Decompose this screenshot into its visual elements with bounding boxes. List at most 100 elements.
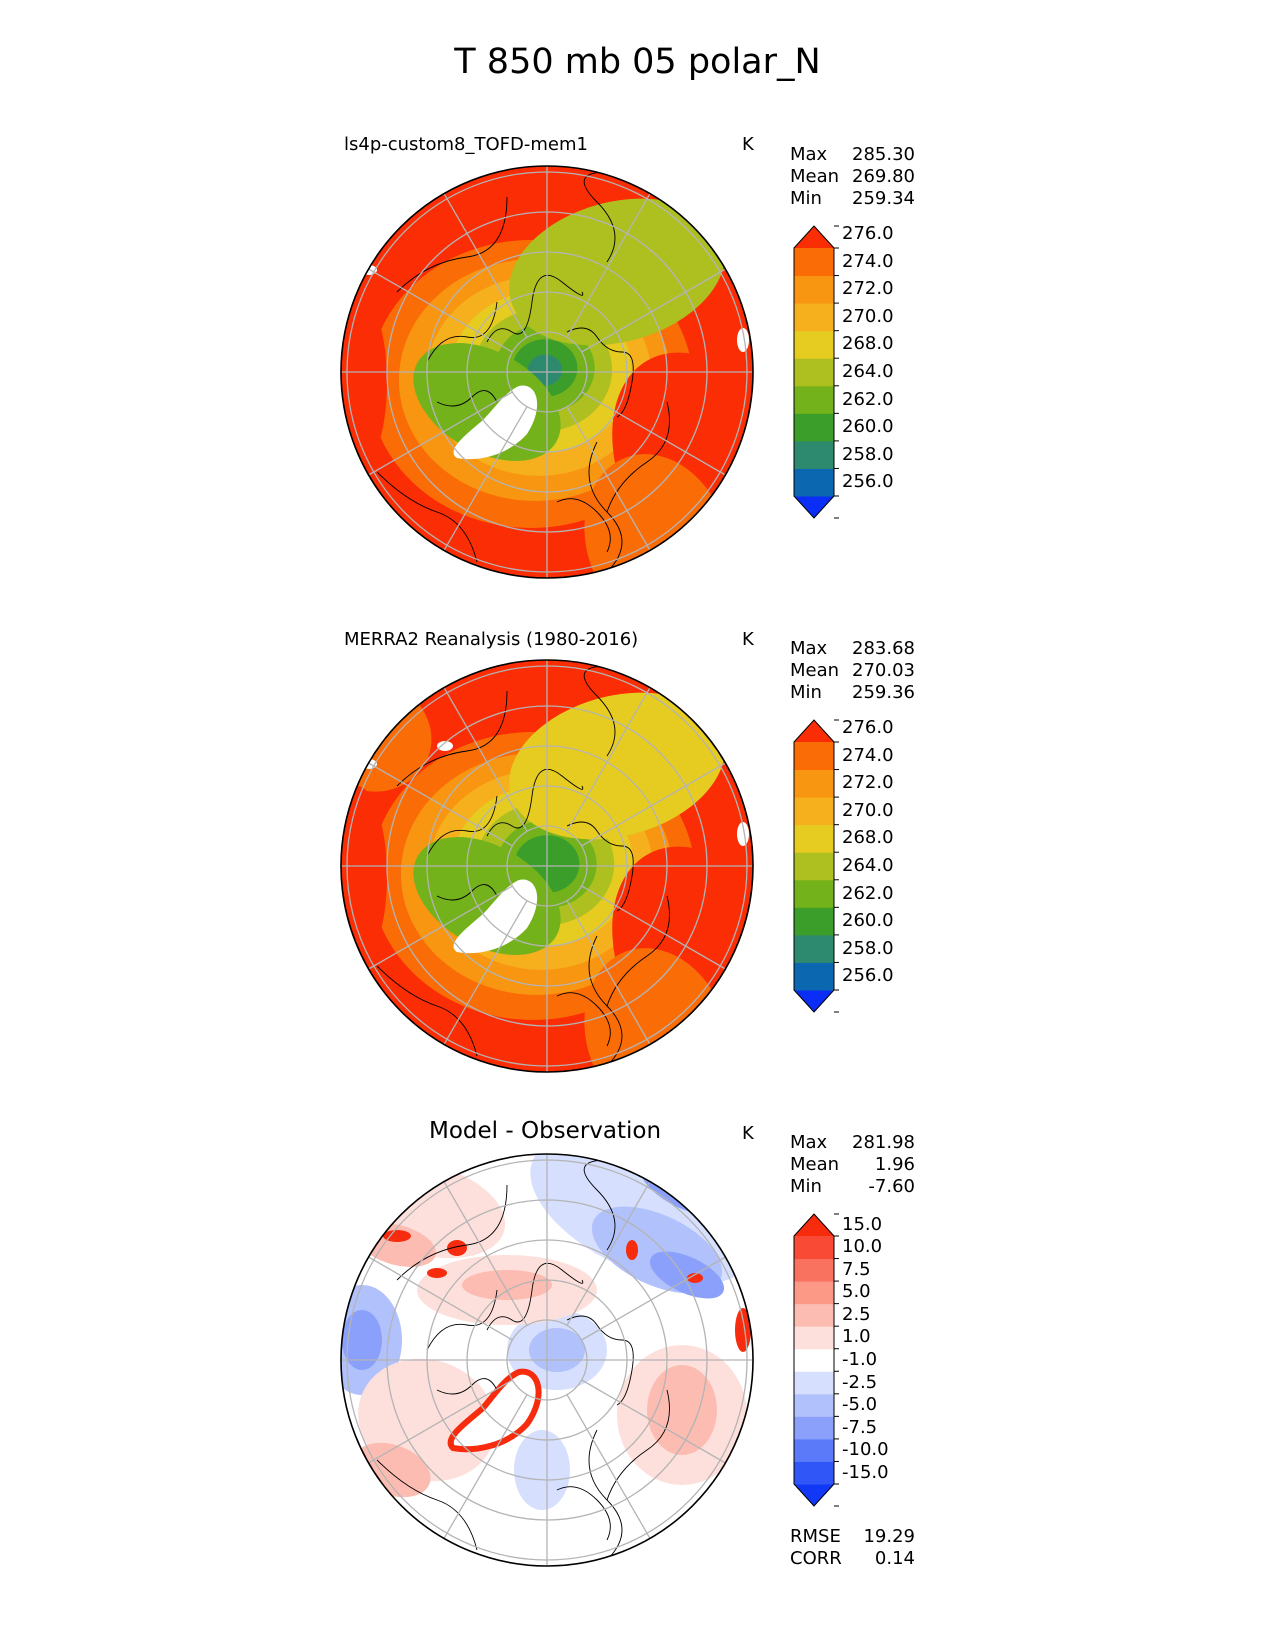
coastline (436, 1378, 498, 1395)
meridian-line (443, 900, 528, 1045)
colorbar-tick-label: 15.0 (842, 1213, 883, 1235)
colorbar-segment (794, 413, 834, 442)
colorbar-extend-bottom (794, 496, 834, 518)
masked-patch (437, 741, 453, 751)
colorbar-tick-label: 2.5 (842, 1303, 871, 1325)
colorbar-segment (794, 962, 834, 991)
masked-greenland (453, 385, 538, 460)
stat-label: Min (790, 682, 822, 703)
meridian-line (581, 1256, 726, 1341)
panel-2-units: K (742, 629, 754, 650)
colorbar-extend-top (794, 226, 834, 248)
colorbar-tick-label: 274.0 (842, 744, 894, 766)
meridian-line (581, 1379, 726, 1464)
stat-label: Min (790, 1176, 822, 1197)
coastline (486, 1262, 584, 1331)
colorbar-extend-top (794, 1214, 834, 1236)
strong-anomaly (427, 1268, 447, 1278)
warm-lobe (341, 786, 387, 966)
colorbar-extend-top (794, 720, 834, 742)
colorbar-tick-label: 264.0 (842, 855, 894, 876)
map-border (340, 1153, 754, 1567)
stat-value: -7.60 (868, 1176, 915, 1197)
stat-label: Max (790, 1132, 828, 1153)
stat-label: Min (790, 188, 822, 209)
panel-3-title: Model - Observation (429, 1118, 662, 1144)
stat-label: Mean (790, 166, 840, 187)
colorbar-segment (794, 1303, 834, 1327)
stat-value: 1.96 (874, 1154, 915, 1175)
colorbar-tick-label: -2.5 (842, 1371, 878, 1393)
masked-patch (737, 328, 749, 352)
colorbar-tick-label: 1.0 (842, 1326, 871, 1348)
meridian-line (566, 406, 651, 551)
colorbar-model (793, 225, 839, 519)
stat-label: Mean (790, 660, 840, 681)
colorbar-segment (794, 1348, 834, 1372)
coastline (583, 171, 616, 263)
colorbar-segment (794, 440, 834, 469)
colorbar-tick-label: 258.0 (842, 937, 894, 959)
coastline (436, 884, 498, 901)
meridian-line (368, 1379, 513, 1464)
panel-2-title: MERRA2 Reanalysis (1980-2016) (344, 629, 639, 650)
colorbar-observation (793, 719, 839, 1013)
coastline (583, 1159, 616, 1251)
colorbar-segment (794, 248, 834, 277)
meridian-line (443, 1394, 528, 1539)
colorbar-segment (794, 303, 834, 332)
coastline (556, 498, 611, 553)
colorbar-segment (794, 1371, 834, 1395)
meridian-line (443, 687, 528, 832)
strong-anomaly (383, 1230, 411, 1242)
stat-value: 19.29 (863, 1526, 915, 1547)
stat-value: 269.80 (852, 166, 915, 187)
map-field (341, 1154, 753, 1566)
colorbar-segment (794, 358, 834, 387)
stat-value: 270.03 (852, 660, 915, 681)
coastline (566, 327, 634, 418)
positive-anomaly (462, 1270, 552, 1300)
coastline (556, 1486, 611, 1541)
coastline (376, 965, 478, 1057)
map-border (340, 165, 754, 579)
panel-1-title: ls4p-custom8_TOFD-mem1 (344, 134, 588, 155)
colorbar-segment (794, 879, 834, 908)
colorbar-tick-label: 256.0 (842, 471, 894, 493)
colorbar-segment (794, 1258, 834, 1282)
coastline (606, 895, 670, 1007)
colorbar-tick-label: 272.0 (842, 772, 894, 794)
coastline (606, 1389, 670, 1501)
coastline (566, 1315, 634, 1406)
coastline (396, 196, 508, 293)
map-field (341, 660, 753, 1072)
colorbar-segment (794, 769, 834, 798)
strong-anomaly (735, 1308, 751, 1352)
colorbar-tick-label: 7.5 (842, 1258, 871, 1280)
coastline (583, 665, 616, 757)
colorbar-tick-label: 258.0 (842, 443, 894, 465)
colorbar-tick-label: 270.0 (842, 799, 894, 821)
coastline (486, 768, 584, 837)
colorbar-tick-label: 262.0 (842, 388, 894, 410)
panel-3-stats: Max 281.98 Mean 1.96 Min -7.60 (790, 1132, 915, 1198)
positive-anomaly (647, 1365, 717, 1455)
coastline (486, 274, 584, 343)
meridian-line (368, 1256, 513, 1341)
strong-anomaly (687, 1273, 703, 1283)
stat-label: Max (790, 638, 828, 659)
stat-value: 259.36 (852, 682, 915, 703)
stat-value: 283.68 (852, 638, 915, 659)
coastline (606, 401, 670, 513)
colorbar-extend-bottom (794, 1484, 834, 1506)
colorbar-tick-label: 270.0 (842, 305, 894, 327)
meridian-line (368, 762, 513, 847)
panel-1-stats: Max 285.30 Mean 269.80 Min 259.34 (790, 144, 915, 210)
meridian-line (566, 900, 651, 1045)
meridian-line (581, 885, 726, 970)
colorbar-tick-label: -5.0 (842, 1394, 878, 1416)
warm-lobe (584, 454, 730, 578)
colorbar-segment (794, 797, 834, 826)
meridian-line (581, 762, 726, 847)
